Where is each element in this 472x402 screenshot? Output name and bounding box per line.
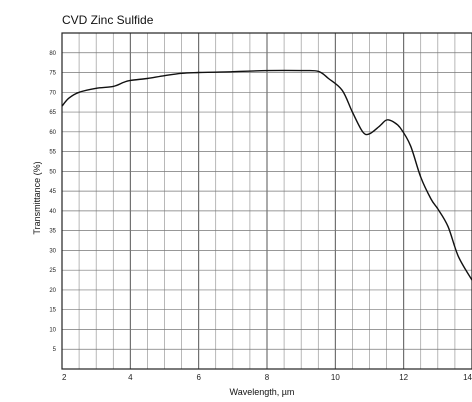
y-tick-label: 5 [53,347,57,353]
x-tick-label: 4 [128,373,133,382]
grid-lines [61,32,472,370]
y-tick-label: 45 [49,189,56,195]
y-tick-label: 70 [49,90,56,96]
y-tick-label: 65 [49,110,56,116]
x-tick-label: 8 [265,373,270,382]
y-tick-label: 40 [49,209,56,215]
x-tick-label: 10 [331,373,340,382]
chart-title: CVD Zinc Sulfide [62,13,154,27]
x-axis-label: Wavelength, µm [230,387,295,397]
transmittance-curve [61,69,472,281]
y-tick-label: 35 [49,229,56,235]
y-tick-label: 55 [49,150,56,156]
y-tick-label: 10 [49,327,56,333]
y-tick-label: 15 [49,308,56,314]
x-tick-labels: 2 4 6 8 10 12 14 [62,373,472,382]
y-axis-label: Transmittance (%) [32,161,42,234]
y-tick-labels: 5 10 15 20 25 30 35 40 45 50 55 60 65 70 75 80 [49,51,56,353]
x-tick-label: 14 [463,373,472,382]
x-tick-label: 12 [399,373,408,382]
x-tick-label: 6 [196,373,201,382]
y-tick-label: 20 [49,288,56,294]
y-tick-label: 50 [49,169,56,175]
series-layer [61,69,472,281]
y-tick-label: 80 [49,51,56,57]
y-tick-label: 25 [49,268,56,274]
y-tick-label: 30 [49,248,56,254]
plot-frame [61,32,472,370]
y-tick-label: 60 [49,130,56,136]
y-tick-label: 75 [49,71,56,77]
x-tick-label: 2 [62,373,67,382]
